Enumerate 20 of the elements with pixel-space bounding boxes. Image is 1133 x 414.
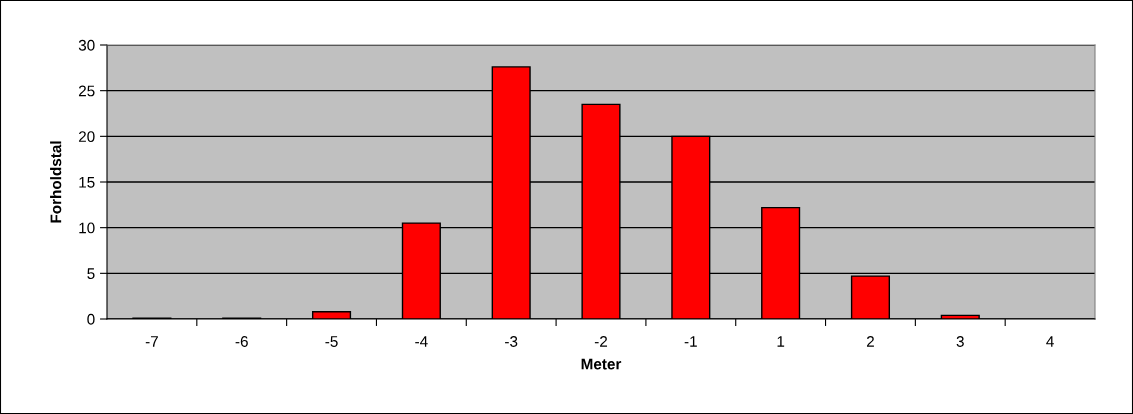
y-tick-label: 0 <box>87 313 95 325</box>
y-tick-label: 15 <box>79 177 95 188</box>
x-tick-label: -1 <box>684 336 697 347</box>
y-tick-label: 5 <box>87 268 95 280</box>
y-tick-label: 30 <box>78 39 95 51</box>
x-tick-label: 4 <box>1046 336 1054 347</box>
x-tick-label: 1 <box>777 336 785 347</box>
x-axis-title: Meter <box>581 358 622 370</box>
x-tick-label: -5 <box>325 336 338 347</box>
x-tick-label: -4 <box>415 336 428 347</box>
y-tick-label: 10 <box>79 222 95 234</box>
y-tick-label: 25 <box>78 85 95 97</box>
x-tick-label: -3 <box>505 336 518 347</box>
x-tick-label: -2 <box>594 336 608 347</box>
x-tick-label: 3 <box>956 336 964 347</box>
x-tick-label: -7 <box>145 336 158 347</box>
x-tick-label: 2 <box>866 336 874 347</box>
y-axis-title: Forholdstal <box>50 141 62 223</box>
x-tick-label: -6 <box>235 336 248 347</box>
y-tick-label: 20 <box>78 131 95 143</box>
